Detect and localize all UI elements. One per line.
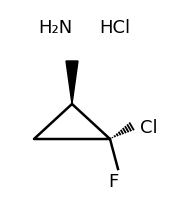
Text: Cl: Cl xyxy=(140,118,158,136)
Text: F: F xyxy=(108,172,118,190)
Polygon shape xyxy=(66,62,78,104)
Text: HCl: HCl xyxy=(100,19,131,37)
Text: H₂N: H₂N xyxy=(38,19,72,37)
